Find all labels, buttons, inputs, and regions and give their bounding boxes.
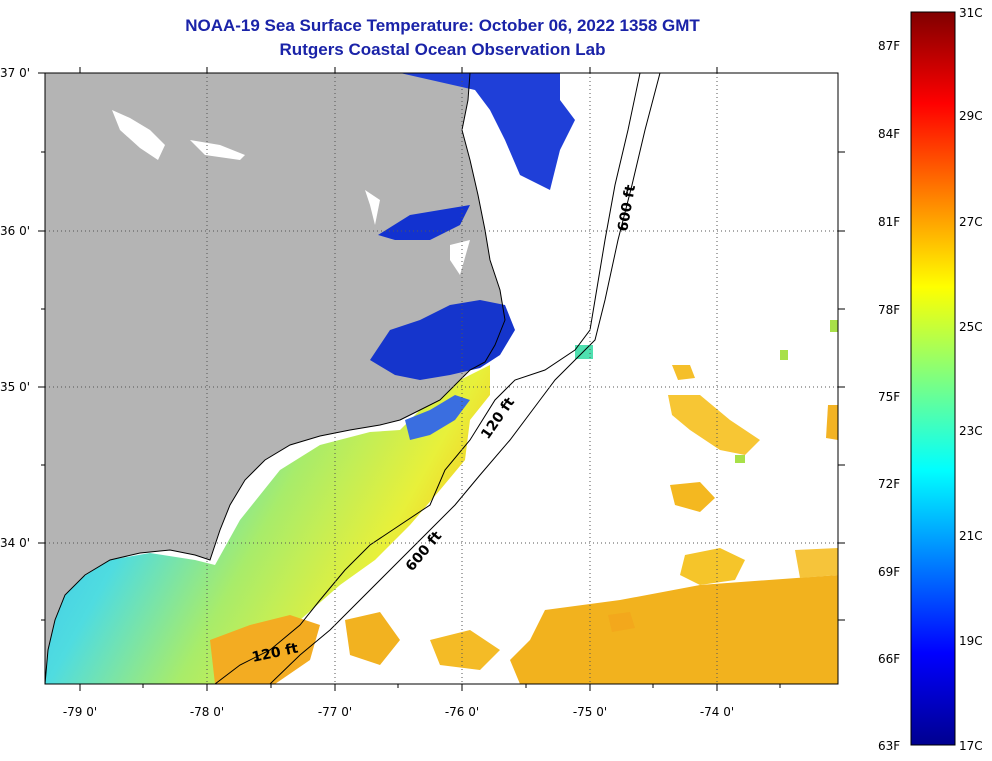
nearshore-sst bbox=[45, 365, 490, 684]
lat-label-34: 34 0' bbox=[0, 536, 31, 550]
lon-label-76: -76 0' bbox=[444, 705, 480, 719]
lon-label-77: -77 0' bbox=[317, 705, 353, 719]
colorbar-c-29: 29C bbox=[959, 109, 983, 123]
colorbar-f-78: 78F bbox=[878, 303, 901, 317]
colorbar-c-27: 27C bbox=[959, 215, 983, 229]
colorbar-f-69: 69F bbox=[878, 565, 901, 579]
colorbar-f-75: 75F bbox=[878, 390, 901, 404]
graticule bbox=[45, 73, 838, 684]
coastline bbox=[45, 73, 506, 684]
colorbar-f-87: 87F bbox=[878, 39, 901, 53]
depth-contour-120ft bbox=[214, 73, 641, 684]
lon-label-75: -75 0' bbox=[572, 705, 608, 719]
lon-label-79: -79 0' bbox=[62, 705, 98, 719]
warm-water-patches bbox=[345, 365, 838, 684]
colorbar-c-19: 19C bbox=[959, 634, 983, 648]
colorbar-f-72: 72F bbox=[878, 477, 901, 491]
lat-label-36: 36 0' bbox=[0, 224, 31, 238]
lat-label-35: 35 0' bbox=[0, 380, 31, 394]
land-mass bbox=[45, 73, 505, 684]
lat-label-37: 37 0' bbox=[0, 66, 31, 80]
colorbar-f-63: 63F bbox=[878, 739, 901, 753]
colorbar-f-84: 84F bbox=[878, 127, 901, 141]
map-title: NOAA-19 Sea Surface Temperature: October… bbox=[185, 16, 700, 35]
colorbar-c-31: 31C bbox=[959, 6, 983, 20]
colorbar-f-66: 66F bbox=[878, 652, 901, 666]
depth-contour-600ft bbox=[269, 73, 661, 684]
colorbar-c-25: 25C bbox=[959, 320, 983, 334]
lon-label-78: -78 0' bbox=[189, 705, 225, 719]
colorbar-c-17: 17C bbox=[959, 739, 983, 753]
lon-label-74: -74 0' bbox=[699, 705, 735, 719]
colorbar-c-23: 23C bbox=[959, 424, 983, 438]
inland-nodata bbox=[112, 110, 470, 275]
map-frame bbox=[44, 72, 839, 685]
colorbar-f-81: 81F bbox=[878, 215, 901, 229]
map-subtitle: Rutgers Coastal Ocean Observation Lab bbox=[279, 40, 606, 59]
colorbar-c-21: 21C bbox=[959, 529, 983, 543]
frame-ticks bbox=[38, 67, 845, 691]
